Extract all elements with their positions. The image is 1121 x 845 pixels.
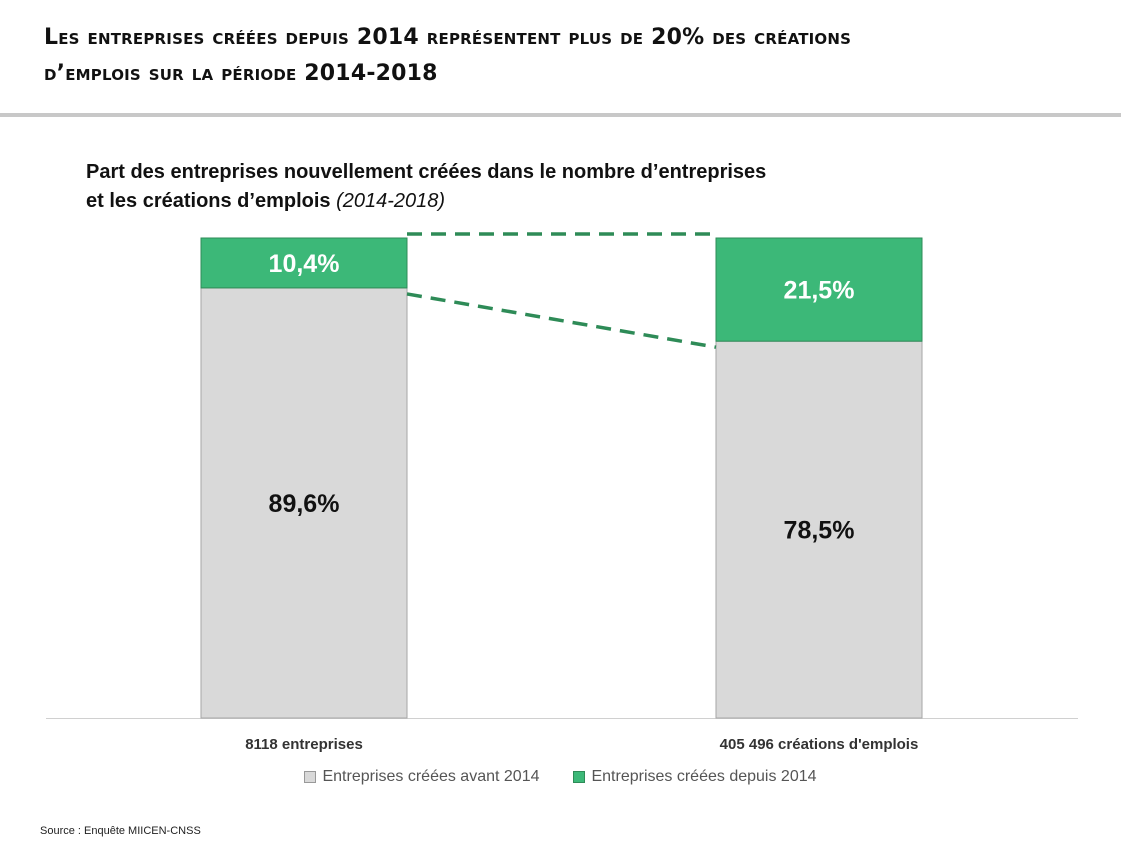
chart-title: Part des entreprises nouvellement créées… <box>86 158 886 216</box>
bar-since-2014-1 <box>200 237 408 289</box>
source-note: Source : Enquête MIICEN-CNSS <box>40 825 201 837</box>
chart-title-line-1: Part des entreprises nouvellement créées… <box>86 161 767 183</box>
legend-item-before-2014: Entreprises créées avant 2014 <box>304 768 539 786</box>
legend-item-since-2014: Entreprises créées depuis 2014 <box>573 768 817 786</box>
legend-label-since-2014: Entreprises créées depuis 2014 <box>591 768 817 785</box>
bar-before-2014-2 <box>715 340 923 719</box>
slide-title-line-2: d’emplois sur la période 2014-2018 <box>44 61 438 86</box>
bar-since-2014-2 <box>715 237 923 342</box>
chart-legend: Entreprises créées avant 2014 Entreprise… <box>0 768 1121 786</box>
chart-title-line-2-text: et les créations d’emplois <box>86 190 331 212</box>
legend-label-before-2014: Entreprises créées avant 2014 <box>322 768 540 785</box>
bar-before-2014-1 <box>200 287 408 719</box>
data-label-before-2014-1: 89,6% <box>269 490 340 518</box>
legend-swatch-before-2014 <box>304 771 317 783</box>
x-tick-label-1: 8118 entreprises <box>245 736 363 753</box>
data-label-since-2014-2: 21,5% <box>784 277 855 305</box>
slide-title: Les entreprises créées depuis 2014 repré… <box>44 20 1044 92</box>
data-label-since-2014-1: 10,4% <box>269 250 340 278</box>
connector-line-divider <box>406 292 717 349</box>
slide-title-line-1: Les entreprises créées depuis 2014 repré… <box>44 25 852 50</box>
chart-title-line-2: et les créations d’emplois (2014-2018) <box>86 187 886 216</box>
title-divider <box>0 113 1121 117</box>
legend-swatch-since-2014 <box>573 771 586 783</box>
x-tick-label-2: 405 496 créations d'emplois <box>720 736 919 753</box>
chart-subtitle: (2014-2018) <box>336 190 446 212</box>
data-label-before-2014-2: 78,5% <box>784 517 855 545</box>
